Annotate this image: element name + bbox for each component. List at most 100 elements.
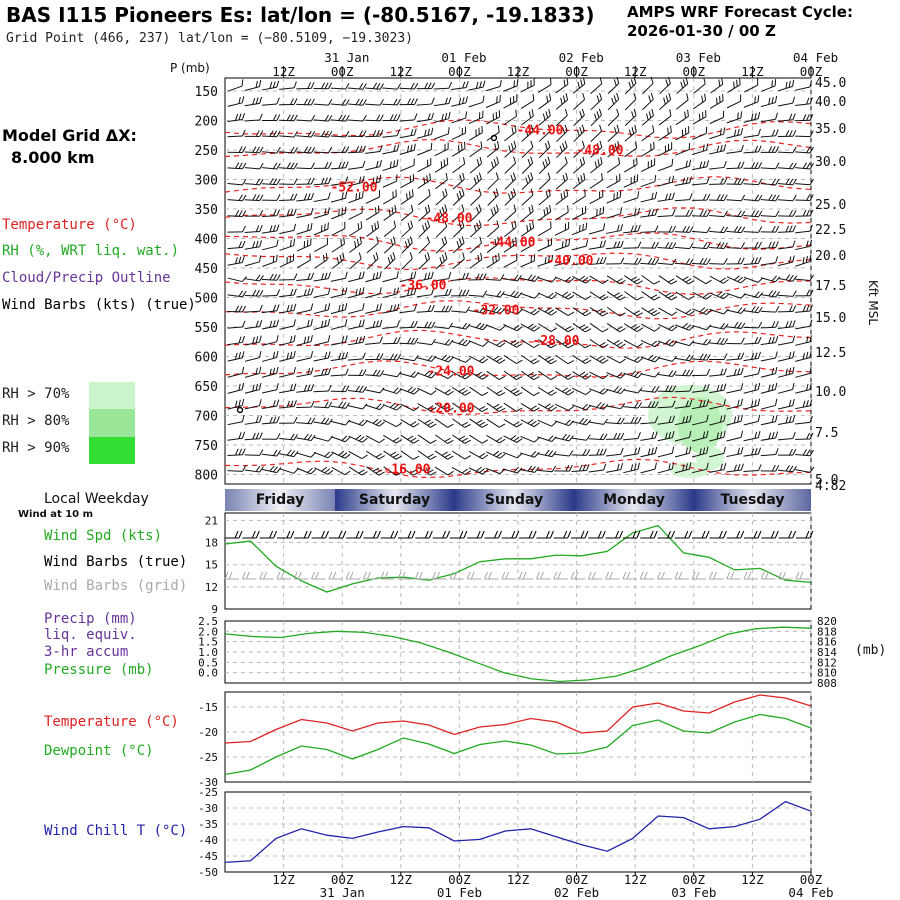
surface-barb-true: [276, 530, 295, 539]
wind-barb: [279, 350, 296, 362]
wind-barb: [227, 240, 246, 250]
surface-barb-true: [415, 530, 433, 539]
wind-barb: [589, 307, 609, 317]
wind-barb: [674, 225, 694, 233]
wind-barb: [261, 465, 282, 474]
pressure-unit-label: (mb): [855, 643, 887, 658]
wind-barb: [435, 220, 448, 238]
wind-barb: [760, 129, 779, 138]
wind-barb: [503, 402, 523, 412]
wind-barb: [382, 83, 402, 90]
pressure-right-tick: 814: [817, 646, 837, 659]
wind-barb: [605, 417, 625, 425]
wind-barb: [692, 446, 709, 458]
wind-barb: [519, 274, 540, 282]
wind-barb: [709, 353, 728, 361]
surface-barb-true: [242, 530, 260, 539]
wind-barb: [331, 252, 345, 269]
height-tick-label: 45.0: [815, 76, 846, 91]
wind-barb: [623, 356, 643, 363]
wind-barb: [795, 162, 815, 170]
wind-barb: [554, 433, 574, 442]
wind-barb: [606, 173, 621, 189]
wind-barb: [296, 238, 312, 252]
wind-barb: [313, 177, 332, 186]
wind-barb: [538, 338, 557, 349]
wind-barb: [487, 204, 499, 222]
wind-barb: [709, 291, 729, 300]
wind-barb: [674, 258, 694, 266]
surface-barb-grid: [674, 571, 689, 580]
wind-barb: [435, 188, 448, 206]
wind-barb: [573, 92, 586, 111]
height-tick-label: 15.0: [815, 311, 846, 326]
height-tick-label: 17.5: [815, 279, 846, 294]
wind-barb: [777, 96, 796, 107]
wind-barb: [760, 178, 780, 186]
wind-barb: [760, 366, 778, 378]
wind-barb: [657, 385, 677, 393]
bottom-date-label: 01 Feb: [437, 885, 482, 900]
wind-barb: [244, 382, 262, 394]
bottom-hour-label: 00Z: [448, 872, 471, 887]
wind-barb: [555, 108, 568, 126]
wind-barb: [795, 178, 814, 186]
wind-barb: [503, 370, 523, 381]
pressure-right-tick: 816: [817, 636, 837, 649]
wind-barb: [365, 114, 384, 122]
wind-barb: [485, 324, 506, 331]
panel-tick-label: -45: [198, 850, 218, 863]
wind-barb: [623, 339, 643, 348]
wind-barb: [348, 419, 368, 427]
wind-barb: [296, 82, 315, 90]
wind-barb: [503, 451, 523, 459]
wind-barb: [383, 466, 403, 476]
wind-barb: [674, 340, 695, 347]
wind-barb: [691, 414, 709, 426]
wind-barb: [554, 222, 570, 236]
wind-barb: [261, 433, 281, 440]
legend-temperature: Temperature (°C): [2, 217, 137, 233]
wind-barb: [313, 401, 333, 409]
wind-barb: [743, 256, 762, 265]
wind-barb: [383, 189, 397, 205]
wind-barb: [435, 172, 448, 190]
wind-barb: [624, 76, 637, 95]
surface-barb-grid: [501, 571, 516, 580]
wind-barb: [365, 205, 380, 221]
wind-barb: [795, 209, 814, 217]
surface-barb-grid: [587, 571, 603, 580]
wind-barb: [365, 271, 382, 283]
surface-barb-true: [726, 530, 745, 539]
wind-barb: [296, 115, 316, 122]
wind-barb: [777, 351, 795, 362]
wind-barb: [296, 417, 316, 425]
wind-barb: [556, 124, 568, 143]
wind-barb: [382, 174, 398, 188]
wind-barb: [469, 402, 489, 413]
wind-barb: [674, 159, 692, 171]
wind-barb: [623, 257, 642, 265]
wind-barb: [743, 291, 764, 299]
wind-barb: [674, 399, 693, 409]
wind-barb: [760, 448, 779, 457]
wind-barb: [470, 188, 482, 206]
surface-barb-true: [588, 530, 606, 539]
wind-barb: [434, 354, 454, 363]
wind-barb: [675, 275, 695, 285]
wind-barb: [572, 338, 592, 349]
wind-barb: [623, 370, 643, 379]
precip-sub2: 3-hr accum: [44, 644, 129, 660]
wind-barb: [588, 223, 606, 235]
surface-barb-grid: [778, 571, 793, 580]
wind-barb: [365, 450, 385, 460]
wind-barb: [418, 252, 431, 270]
wind-barb: [227, 129, 246, 138]
wind-barb: [795, 335, 812, 346]
wind-barb: [365, 129, 384, 138]
wind-barb: [399, 386, 420, 395]
p-axis-label: P (mb): [170, 61, 210, 75]
wind-barb: [726, 321, 746, 329]
wind-barb: [469, 451, 489, 460]
wind-barb: [365, 99, 384, 106]
